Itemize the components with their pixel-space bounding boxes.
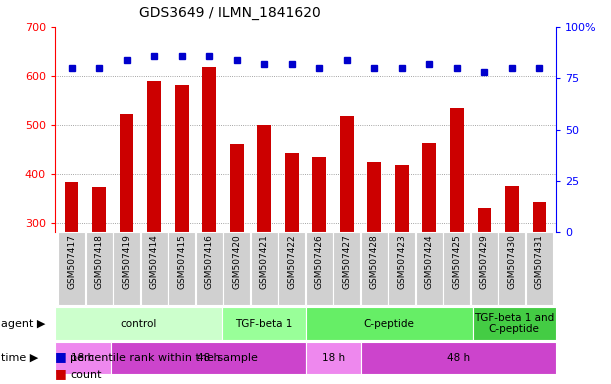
Text: GSM507416: GSM507416 xyxy=(205,235,214,290)
Text: GSM507415: GSM507415 xyxy=(177,235,186,290)
Bar xyxy=(340,116,354,232)
Bar xyxy=(168,232,195,305)
Bar xyxy=(55,342,111,374)
Text: GSM507418: GSM507418 xyxy=(95,235,103,290)
Text: GSM507423: GSM507423 xyxy=(397,235,406,289)
Bar xyxy=(312,157,326,232)
Bar xyxy=(472,307,556,340)
Bar xyxy=(306,232,333,305)
Text: GDS3649 / ILMN_1841620: GDS3649 / ILMN_1841620 xyxy=(139,6,321,20)
Text: GSM507426: GSM507426 xyxy=(315,235,324,289)
Bar xyxy=(285,152,299,232)
Bar xyxy=(222,307,306,340)
Text: GSM507427: GSM507427 xyxy=(342,235,351,289)
Bar xyxy=(422,143,436,232)
Bar xyxy=(223,232,250,305)
Text: time ▶: time ▶ xyxy=(1,353,38,363)
Bar xyxy=(533,202,546,232)
Text: GSM507422: GSM507422 xyxy=(287,235,296,289)
Text: TGF-beta 1: TGF-beta 1 xyxy=(235,318,293,329)
Bar xyxy=(361,342,556,374)
Bar xyxy=(367,162,381,232)
Text: GSM507420: GSM507420 xyxy=(232,235,241,289)
Text: GSM507425: GSM507425 xyxy=(452,235,461,289)
Text: C-peptide: C-peptide xyxy=(364,318,414,329)
Bar xyxy=(306,307,472,340)
Text: GSM507414: GSM507414 xyxy=(150,235,159,289)
Text: GSM507421: GSM507421 xyxy=(260,235,269,289)
Text: GSM507428: GSM507428 xyxy=(370,235,379,289)
Bar xyxy=(257,125,271,232)
Bar xyxy=(196,232,222,305)
Bar xyxy=(86,232,112,305)
Text: 18 h: 18 h xyxy=(322,353,345,363)
Bar xyxy=(251,232,277,305)
Text: GSM507431: GSM507431 xyxy=(535,235,544,290)
Text: percentile rank within the sample: percentile rank within the sample xyxy=(70,353,258,363)
Bar xyxy=(55,307,222,340)
Text: control: control xyxy=(120,318,156,329)
Text: TGF-beta 1 and
C-peptide: TGF-beta 1 and C-peptide xyxy=(474,313,554,334)
Bar xyxy=(120,114,133,232)
Bar xyxy=(175,84,189,232)
Bar xyxy=(147,81,161,232)
Bar xyxy=(202,68,216,232)
Text: GSM507417: GSM507417 xyxy=(67,235,76,290)
Text: 48 h: 48 h xyxy=(197,353,219,363)
Text: count: count xyxy=(70,370,102,380)
Bar xyxy=(444,232,470,305)
Text: 48 h: 48 h xyxy=(447,353,470,363)
Bar xyxy=(278,232,306,305)
Text: ■: ■ xyxy=(55,367,67,380)
Bar xyxy=(334,232,360,305)
Bar xyxy=(141,232,167,305)
Bar xyxy=(65,182,78,232)
Bar xyxy=(306,342,361,374)
Text: GSM507419: GSM507419 xyxy=(122,235,131,290)
Text: GSM507430: GSM507430 xyxy=(508,235,516,290)
Text: agent ▶: agent ▶ xyxy=(1,318,46,329)
Bar xyxy=(113,232,140,305)
Bar xyxy=(58,232,85,305)
Text: 18 h: 18 h xyxy=(71,353,94,363)
Text: GSM507424: GSM507424 xyxy=(425,235,434,289)
Text: ■: ■ xyxy=(55,350,67,363)
Bar xyxy=(92,187,106,232)
Bar xyxy=(361,232,388,305)
Bar xyxy=(505,186,519,232)
Bar xyxy=(111,342,306,374)
Bar xyxy=(230,144,244,232)
Text: GSM507429: GSM507429 xyxy=(480,235,489,289)
Bar xyxy=(478,208,491,232)
Bar xyxy=(471,232,498,305)
Bar xyxy=(416,232,443,305)
Bar xyxy=(395,165,409,232)
Bar xyxy=(499,232,525,305)
Bar xyxy=(389,232,415,305)
Bar xyxy=(450,108,464,232)
Bar xyxy=(526,232,553,305)
